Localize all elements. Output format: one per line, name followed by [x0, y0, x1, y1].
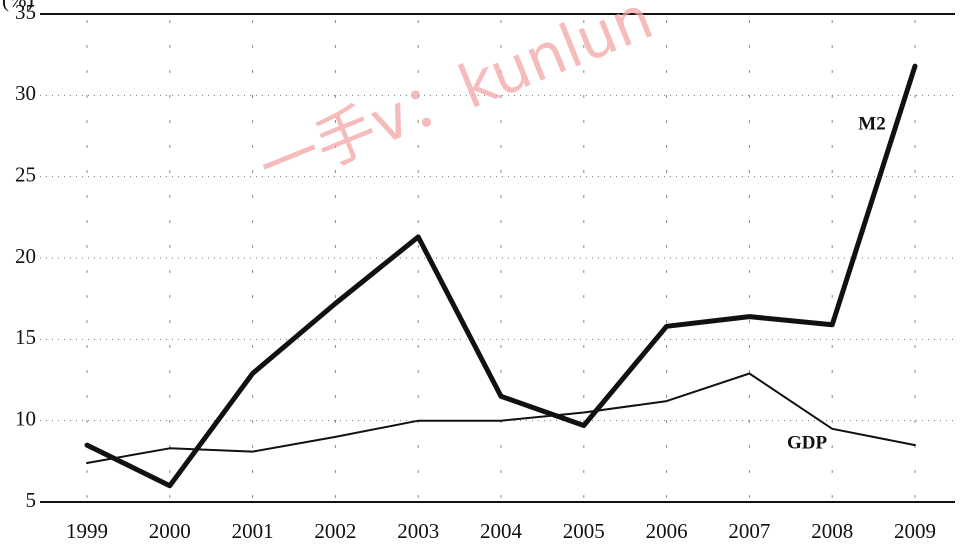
x-tick-label: 2001 — [232, 519, 274, 543]
x-tick-label: 2000 — [149, 519, 191, 543]
x-tick-label: 2008 — [811, 519, 853, 543]
y-tick-label: 20 — [15, 244, 36, 268]
y-tick-label: 25 — [15, 162, 36, 186]
x-tick-label: 2004 — [480, 519, 523, 543]
series-labels: M2 GDP — [787, 113, 886, 453]
x-tick-label: 2007 — [728, 519, 770, 543]
x-tick-label: 2005 — [563, 519, 605, 543]
series-label-gdp: GDP — [787, 432, 828, 453]
axes — [40, 13, 955, 503]
x-tick-label: 2009 — [894, 519, 936, 543]
y-tick-label: 10 — [15, 406, 36, 430]
y-tick-label: 35 — [15, 0, 36, 24]
series-label-m2: M2 — [858, 113, 885, 134]
series-lines — [84, 63, 918, 489]
y-tick-label: 5 — [26, 488, 37, 512]
x-tick-label: 2002 — [314, 519, 356, 543]
series-line-m2 — [84, 63, 918, 489]
x-tick-labels: 1999 2000 2001 2002 2003 2004 2005 2006 2007 2008… — [66, 519, 936, 543]
watermark-text: 一手v：kunlun — [249, 0, 662, 204]
y-tick-labels: 5 10 15 20 25 30 35 — [15, 0, 36, 512]
series-line-gdp — [86, 372, 916, 464]
y-tick-label: 30 — [15, 81, 36, 105]
x-tick-label: 1999 — [66, 519, 108, 543]
x-tick-label: 2003 — [397, 519, 439, 543]
y-tick-label: 15 — [15, 325, 36, 349]
x-tick-label: 2006 — [646, 519, 688, 543]
y-unit-label: (%) — [2, 0, 33, 12]
